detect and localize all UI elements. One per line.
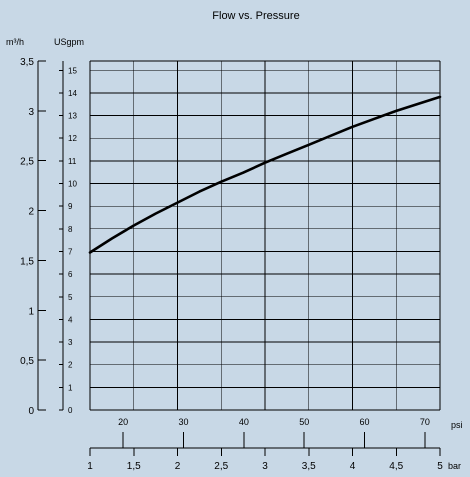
- left-axis-tick-label: 2,5: [20, 157, 34, 168]
- inner-axis-tick-label: 0: [68, 406, 73, 415]
- inner-axis-tick-label: 7: [68, 247, 73, 256]
- psi-axis-unit: psi: [451, 420, 463, 430]
- left-axis-tick-label: 3: [28, 107, 34, 118]
- left-axis-tick-label: 2: [28, 207, 34, 218]
- inner-axis-tick-label: 12: [68, 134, 77, 143]
- bar-axis-unit: bar: [448, 461, 461, 471]
- inner-axis-tick-label: 15: [68, 66, 77, 75]
- bar-axis-tick-label: 1: [87, 461, 93, 472]
- inner-axis-tick-label: 13: [68, 112, 77, 121]
- inner-axis-tick-label: 4: [68, 315, 73, 324]
- left-axis-tick-label: 0: [28, 406, 34, 417]
- left-axis-tick-label: 0,5: [20, 356, 34, 367]
- left-axis-unit: m³/h: [6, 37, 24, 47]
- chart-title: Flow vs. Pressure: [212, 10, 299, 22]
- psi-axis-tick-label: 20: [118, 417, 128, 427]
- inner-axis-tick-label: 8: [68, 225, 73, 234]
- psi-axis-tick-label: 40: [239, 417, 249, 427]
- bar-axis-tick-label: 2: [175, 461, 181, 472]
- inner-axis-tick-label: 1: [68, 383, 73, 392]
- inner-axis-unit: USgpm: [54, 37, 84, 47]
- psi-axis-tick-label: 60: [360, 417, 370, 427]
- left-axis-tick-label: 1,5: [20, 256, 34, 267]
- bar-axis-tick-label: 2,5: [214, 461, 228, 472]
- psi-axis-tick-label: 50: [299, 417, 309, 427]
- bar-axis-tick-label: 5: [437, 461, 443, 472]
- inner-axis-tick-label: 6: [68, 270, 73, 279]
- bar-axis-tick-label: 3: [262, 461, 268, 472]
- inner-axis-tick-label: 3: [68, 338, 73, 347]
- inner-axis-tick-label: 11: [68, 157, 77, 166]
- left-axis-tick-label: 3,5: [20, 57, 34, 68]
- inner-axis-tick-label: 9: [68, 202, 73, 211]
- left-axis-tick-label: 1: [28, 306, 34, 317]
- inner-axis-tick-label: 5: [68, 293, 73, 302]
- bar-axis-tick-label: 4: [350, 461, 356, 472]
- bar-axis-tick-label: 4,5: [389, 461, 403, 472]
- psi-axis-tick-label: 30: [179, 417, 189, 427]
- bar-axis-tick-label: 1,5: [127, 461, 141, 472]
- inner-axis-tick-label: 2: [68, 361, 73, 370]
- psi-axis-tick-label: 70: [420, 417, 430, 427]
- bar-axis-tick-label: 3,5: [302, 461, 316, 472]
- inner-axis-tick-label: 10: [68, 180, 77, 189]
- flow-curve-line: [88, 95, 442, 254]
- inner-axis-tick-label: 14: [68, 89, 77, 98]
